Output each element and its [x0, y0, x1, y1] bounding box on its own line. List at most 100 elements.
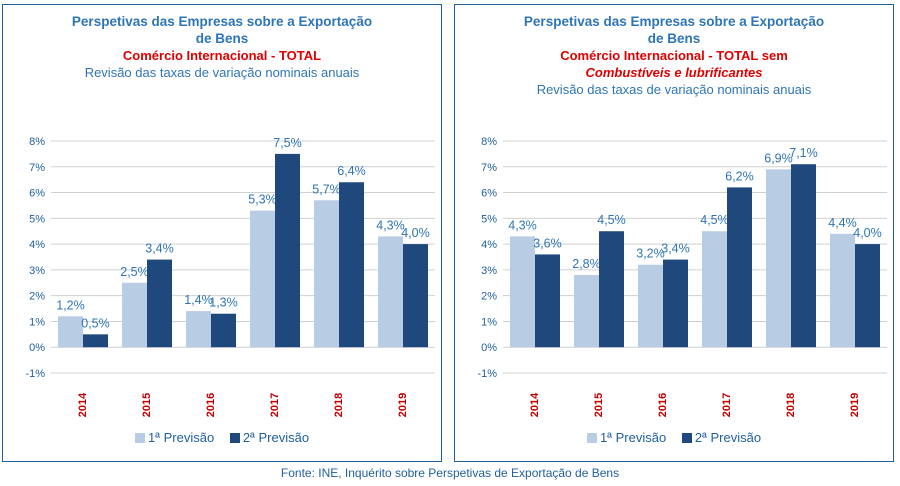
data-label: 4,5% — [700, 213, 729, 227]
x-tick-label: 2017 — [269, 393, 281, 417]
chart-title-line1: Perspetivas das Empresas sobre a Exporta… — [71, 14, 373, 29]
y-tick-label: 3% — [481, 265, 497, 277]
data-label: 3,4% — [145, 242, 174, 256]
chart-subtitle-red-italic: Combustíveis e lubrificantes — [585, 65, 763, 80]
bar-series1-2017 — [250, 210, 275, 348]
y-tick-label: 7% — [29, 162, 45, 174]
bar-series1-2016 — [186, 311, 211, 348]
y-tick-label: 1% — [481, 316, 497, 328]
bar-series2-2019 — [855, 244, 880, 348]
data-label: 1,4% — [184, 293, 213, 307]
bar-series2-2019 — [403, 244, 428, 348]
bar-series1-2015 — [574, 275, 599, 348]
bar-series2-2015 — [147, 259, 172, 348]
legend-swatch-series2 — [229, 433, 240, 443]
x-tick-label: 2017 — [721, 393, 733, 417]
data-label: 3,4% — [661, 242, 690, 256]
y-tick-label: 5% — [481, 213, 497, 225]
chart-subtitle-red: Comércio Internacional - TOTAL — [122, 48, 322, 63]
chart-titles: Perspetivas das Empresas sobre a Exporta… — [455, 13, 893, 98]
bar-series1-2017 — [702, 231, 727, 348]
source-footnote: Fonte: INE, Inquérito sobre Perspetivas … — [280, 466, 620, 480]
bar-series1-2019 — [830, 233, 855, 348]
y-tick-label: 2% — [29, 291, 45, 303]
bar-chart-total: -1% 0% 1% 2% 3% 4% 5% 6% 7% 8% 1,2% 0,5% 2014 2,5% 3,4… — [25, 136, 435, 417]
x-tick-label: 2019 — [849, 393, 861, 417]
y-tick-label: -1% — [477, 368, 497, 380]
data-label: 4,4% — [828, 216, 857, 230]
bar-chart-total-sem-combustiveis: -1% 0% 1% 2% 3% 4% 5% 6% 7% 8% 4,3% 3,6% 2014 2,8% 4,5… — [477, 136, 887, 417]
data-label: 0,5% — [81, 316, 110, 330]
y-tick-label: 6% — [481, 188, 497, 200]
bar-series2-2015 — [599, 231, 624, 348]
data-label: 4,3% — [508, 218, 537, 232]
bar-series2-2018 — [339, 182, 364, 348]
y-tick-label: 3% — [29, 265, 45, 277]
chart-subtitle: Revisão das taxas de variação nominais a… — [536, 82, 812, 97]
y-tick-label: 8% — [481, 136, 497, 148]
chart-title-line2: de Bens — [647, 31, 701, 46]
y-tick-label: -1% — [25, 368, 45, 380]
bar-series2-2014 — [535, 254, 560, 348]
bar-series1-2016 — [638, 264, 663, 348]
x-tick-label: 2014 — [529, 392, 541, 417]
data-label: 4,0% — [853, 226, 882, 240]
x-tick-label: 2015 — [593, 393, 605, 417]
chart-panel-total: Perspetivas das Empresas sobre a Exporta… — [2, 4, 442, 462]
bar-series1-2018 — [314, 200, 339, 348]
data-label: 2,8% — [572, 257, 601, 271]
x-tick-label: 2018 — [785, 393, 797, 417]
data-label: 6,2% — [725, 169, 754, 183]
chart-title-line2: de Bens — [195, 31, 249, 46]
legend-label-series2: 2ª Previsão — [242, 430, 310, 445]
data-label: 7,1% — [789, 146, 818, 160]
bar-series1-2014 — [58, 316, 83, 348]
data-label: 6,4% — [337, 164, 366, 178]
legend-label-series1: 1ª Previsão — [147, 430, 215, 445]
y-tick-label: 8% — [29, 136, 45, 148]
legend: 1ª Previsão 2ª Previsão — [455, 430, 893, 445]
x-tick-label: 2018 — [333, 393, 345, 417]
y-tick-label: 4% — [481, 239, 497, 251]
y-tick-label: 7% — [481, 162, 497, 174]
data-label: 5,7% — [312, 182, 341, 196]
data-label: 7,5% — [273, 136, 302, 150]
data-label: 1,2% — [56, 298, 85, 312]
legend-label-series2: 2ª Previsão — [694, 430, 762, 445]
legend-item-series2: 2ª Previsão — [681, 430, 762, 445]
data-label: 4,0% — [401, 226, 430, 240]
legend-label-series1: 1ª Previsão — [599, 430, 667, 445]
x-tick-label: 2019 — [397, 393, 409, 417]
y-tick-label: 0% — [481, 342, 497, 354]
data-label: 3,6% — [533, 236, 562, 250]
legend-swatch-series2 — [681, 433, 692, 443]
y-tick-label: 1% — [29, 316, 45, 328]
chart-subtitle: Revisão das taxas de variação nominais a… — [84, 65, 360, 80]
legend: 1ª Previsão 2ª Previsão — [3, 430, 441, 445]
y-tick-label: 2% — [481, 291, 497, 303]
x-tick-label: 2016 — [657, 393, 669, 417]
data-label: 4,5% — [597, 213, 626, 227]
legend-swatch-series1 — [586, 433, 597, 443]
bar-series1-2015 — [122, 282, 147, 348]
data-label: 6,9% — [764, 151, 793, 165]
legend-item-series2: 2ª Previsão — [229, 430, 310, 445]
bar-series2-2018 — [791, 164, 816, 348]
bar-series2-2017 — [727, 187, 752, 348]
x-tick-label: 2015 — [141, 393, 153, 417]
y-tick-label: 4% — [29, 239, 45, 251]
y-tick-label: 6% — [29, 188, 45, 200]
legend-swatch-series1 — [134, 433, 145, 443]
data-label: 2,5% — [120, 265, 149, 279]
data-label: 1,3% — [209, 296, 238, 310]
bar-series2-2016 — [663, 259, 688, 348]
legend-item-series1: 1ª Previsão — [134, 430, 215, 445]
chart-title-line1: Perspetivas das Empresas sobre a Exporta… — [523, 14, 825, 29]
data-label: 3,2% — [636, 247, 665, 261]
y-tick-label: 0% — [29, 342, 45, 354]
y-tick-label: 5% — [29, 213, 45, 225]
bar-series1-2018 — [766, 169, 791, 348]
data-label: 5,3% — [248, 193, 277, 207]
chart-panel-total-sem-combustiveis: Perspetivas das Empresas sobre a Exporta… — [454, 4, 894, 462]
legend-item-series1: 1ª Previsão — [586, 430, 667, 445]
